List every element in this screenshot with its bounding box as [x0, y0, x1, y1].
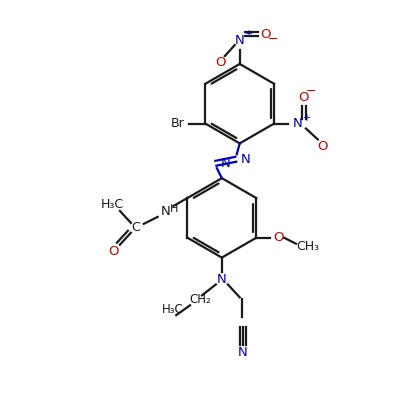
Text: N: N	[241, 153, 250, 166]
Text: +: +	[302, 112, 310, 122]
Text: H: H	[170, 204, 179, 214]
Text: H₃C: H₃C	[162, 303, 184, 316]
Text: N: N	[235, 34, 244, 47]
Text: C: C	[132, 221, 140, 234]
Text: N: N	[238, 346, 248, 360]
Text: O: O	[318, 140, 328, 153]
Text: −: −	[267, 33, 278, 46]
Text: O: O	[216, 56, 226, 70]
Text: O: O	[260, 28, 271, 41]
Text: O: O	[273, 231, 283, 244]
Text: N: N	[293, 117, 303, 130]
Text: H₃C: H₃C	[100, 198, 124, 212]
Text: N: N	[217, 273, 227, 286]
Text: CH₂: CH₂	[189, 293, 211, 306]
Text: CH₃: CH₃	[296, 240, 320, 253]
Text: +: +	[244, 29, 252, 39]
Text: O: O	[299, 91, 309, 104]
Text: −: −	[306, 85, 316, 98]
Text: N: N	[161, 206, 170, 218]
Text: O: O	[109, 245, 119, 258]
Text: Br: Br	[171, 117, 184, 130]
Text: N: N	[221, 157, 231, 170]
